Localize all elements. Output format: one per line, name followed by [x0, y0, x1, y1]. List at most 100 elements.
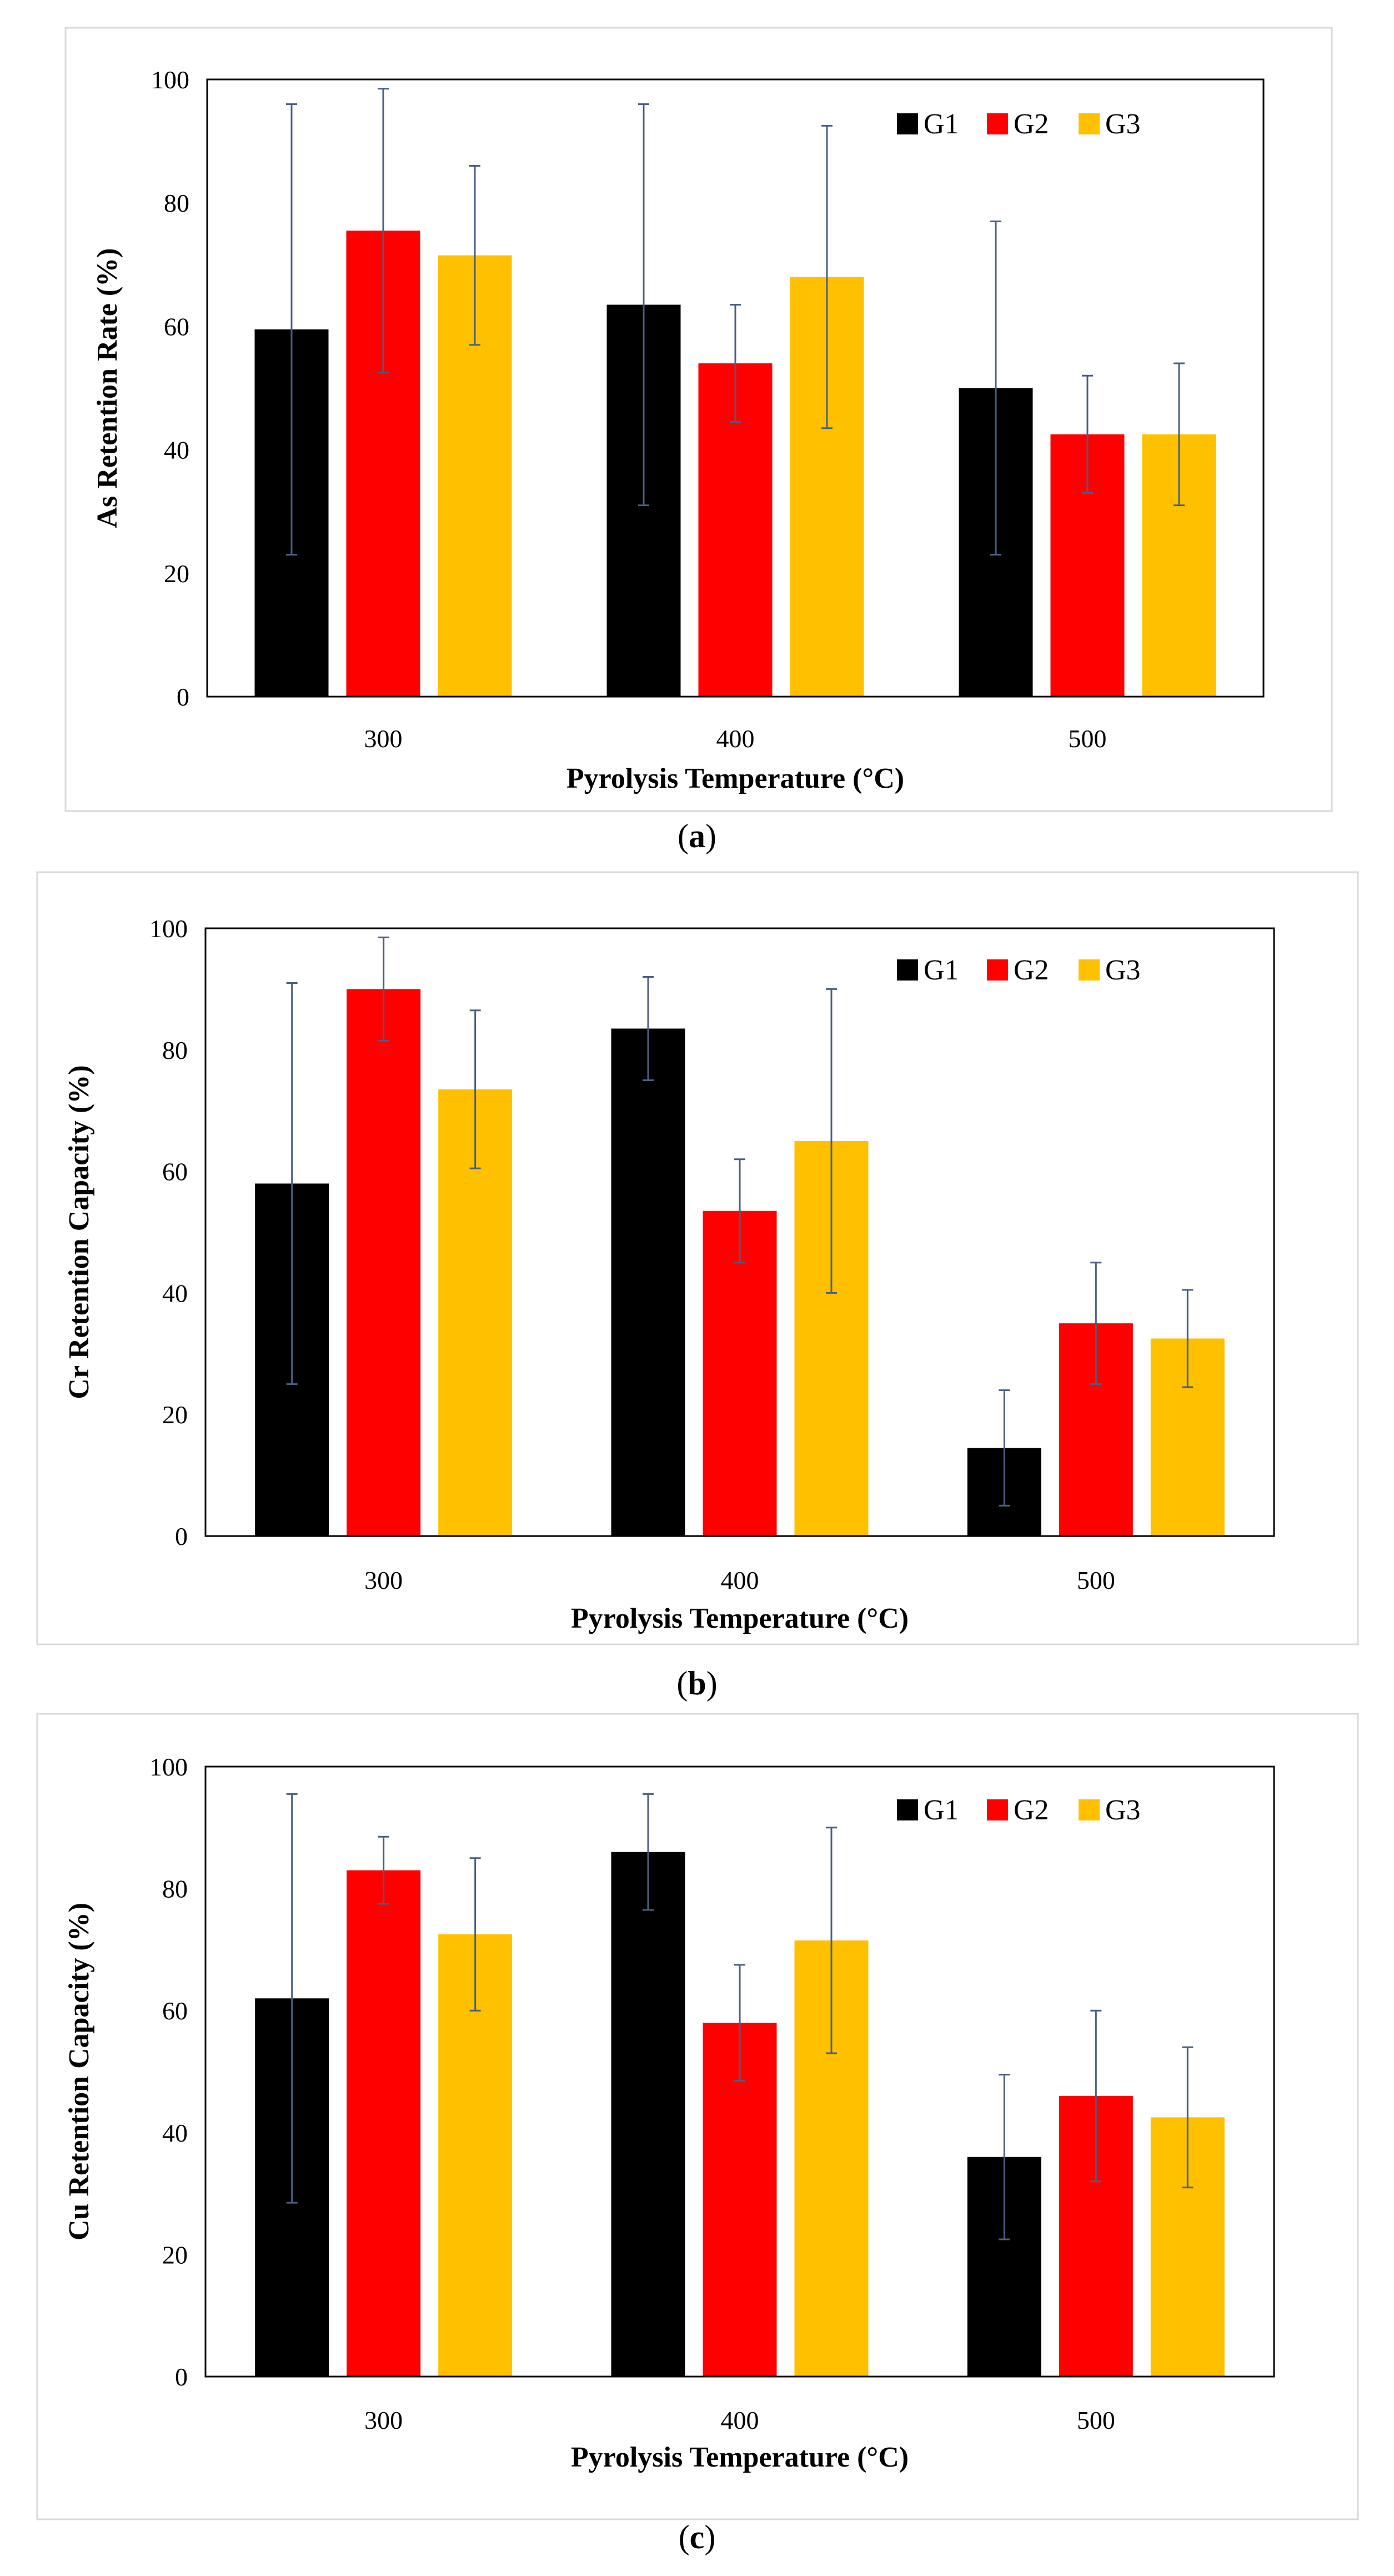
error-bar	[378, 1835, 389, 1905]
error-bar	[469, 165, 480, 346]
error-bar	[1090, 1262, 1102, 1385]
panel-caption: (c)	[679, 2519, 716, 2555]
bar-g2-300	[347, 1870, 421, 2377]
y-tick-label: 0	[175, 1522, 188, 1550]
legend-label: G1	[924, 108, 959, 140]
error-bar	[1090, 2009, 1102, 2183]
y-tick-label: 20	[164, 559, 189, 588]
error-bar	[1182, 2046, 1194, 2189]
x-tick-label: 300	[364, 1566, 403, 1594]
chart-frame	[36, 1713, 1359, 2520]
bar-g1-400	[611, 1852, 685, 2377]
error-bar	[643, 1793, 654, 1911]
error-bar	[1174, 362, 1185, 507]
y-axis-title: As Retention Rate (%)	[92, 248, 123, 528]
legend-item-g3: G3	[1079, 108, 1141, 140]
legend-label: G2	[1014, 954, 1049, 986]
y-tick-label: 80	[162, 1875, 188, 1903]
error-bar	[1182, 1289, 1194, 1388]
error-bar	[999, 2073, 1010, 2240]
legend-swatch	[897, 1799, 918, 1820]
x-tick-label: 300	[364, 724, 403, 753]
chart-panel-b: 0 20 40 60 80 100 Cr Retention Capacity (%) 300…	[36, 871, 1359, 1702]
error-bar	[821, 124, 833, 429]
bar-g2-300	[347, 989, 421, 1536]
legend-item-g3: G3	[1079, 954, 1141, 986]
legend-label: G3	[1105, 954, 1141, 986]
y-tick-label: 0	[175, 2363, 188, 2391]
legend-swatch	[1079, 113, 1100, 134]
legend-swatch	[1079, 1799, 1100, 1820]
legend-label: G2	[1014, 108, 1049, 140]
y-tick-label: 80	[164, 189, 189, 217]
error-bar	[378, 936, 389, 1042]
error-bar	[1082, 374, 1093, 494]
legend-label: G1	[924, 1794, 959, 1826]
plot-area	[204, 1765, 1275, 2378]
error-bar	[286, 103, 297, 556]
x-tick-label: 500	[1077, 2406, 1115, 2434]
legend-swatch	[897, 959, 918, 981]
panel-caption: (b)	[676, 1665, 717, 1702]
x-tick-label: 300	[364, 2406, 403, 2434]
chart-panel-a: 0 20 40 60 80 100 As Retention Rate (%) 300 400 5…	[64, 27, 1333, 854]
error-bar	[469, 1857, 481, 2012]
legend-label: G3	[1105, 1794, 1141, 1826]
error-bar	[826, 988, 837, 1294]
error-bar	[990, 221, 1001, 556]
error-bar	[286, 1793, 298, 2204]
plot-area	[206, 78, 1265, 698]
error-bar	[643, 976, 654, 1081]
legend-swatch	[987, 113, 1008, 134]
legend-label: G1	[924, 954, 959, 986]
x-axis-title: Pyrolysis Temperature (°C)	[571, 2442, 909, 2473]
x-tick-label: 400	[716, 724, 755, 753]
error-bar	[378, 88, 389, 374]
y-axis-title: Cu Retention Capacity (%)	[63, 1903, 95, 2240]
error-bar	[826, 1827, 837, 2054]
y-tick-label: 80	[162, 1036, 188, 1064]
x-axis-title: Pyrolysis Temperature (°C)	[566, 763, 904, 794]
legend-item-g1: G1	[897, 108, 959, 140]
legend-item-g2: G2	[987, 1794, 1049, 1826]
y-tick-label: 40	[162, 1279, 188, 1307]
x-tick-label: 500	[1069, 724, 1107, 753]
error-bar	[286, 982, 298, 1385]
y-tick-label: 40	[162, 2119, 188, 2147]
bar-g1-400	[611, 1028, 685, 1536]
error-bar	[730, 304, 741, 423]
legend-item-g2: G2	[987, 954, 1049, 986]
chart-panel-c: 0 20 40 60 80 100 Cu Retention Capacity (%) 300…	[36, 1713, 1359, 2555]
y-tick-label: 20	[162, 1400, 188, 1429]
legend-swatch	[987, 1799, 1008, 1820]
y-tick-label: 20	[162, 2240, 188, 2269]
x-axis-title: Pyrolysis Temperature (°C)	[571, 1603, 909, 1634]
y-tick-label: 100	[151, 66, 189, 94]
error-bar	[999, 1389, 1010, 1507]
error-bar	[638, 103, 649, 507]
legend-item-g3: G3	[1079, 1794, 1141, 1826]
y-axis-title: Cr Retention Capacity (%)	[63, 1065, 95, 1399]
plot-area	[204, 927, 1275, 1537]
legend-label: G2	[1014, 1794, 1049, 1826]
y-tick-label: 60	[164, 312, 189, 341]
legend-swatch	[1079, 959, 1100, 981]
y-tick-label: 100	[149, 914, 188, 943]
legend-item-g2: G2	[987, 108, 1049, 140]
error-bar	[469, 1009, 481, 1169]
bar-g2-400	[703, 2023, 777, 2377]
y-tick-label: 60	[162, 1158, 188, 1186]
x-tick-label: 400	[721, 1566, 759, 1594]
y-tick-label: 60	[162, 1997, 188, 2025]
legend-item-g1: G1	[897, 1794, 959, 1826]
legend-swatch	[987, 959, 1008, 981]
legend-swatch	[897, 113, 918, 134]
x-tick-label: 500	[1077, 1566, 1115, 1594]
error-bar	[734, 1158, 745, 1264]
legend-label: G3	[1105, 108, 1141, 140]
x-tick-label: 400	[721, 2406, 759, 2434]
bar-g2-400	[703, 1211, 777, 1536]
error-bar	[734, 1964, 745, 2082]
y-tick-label: 100	[149, 1753, 188, 1781]
